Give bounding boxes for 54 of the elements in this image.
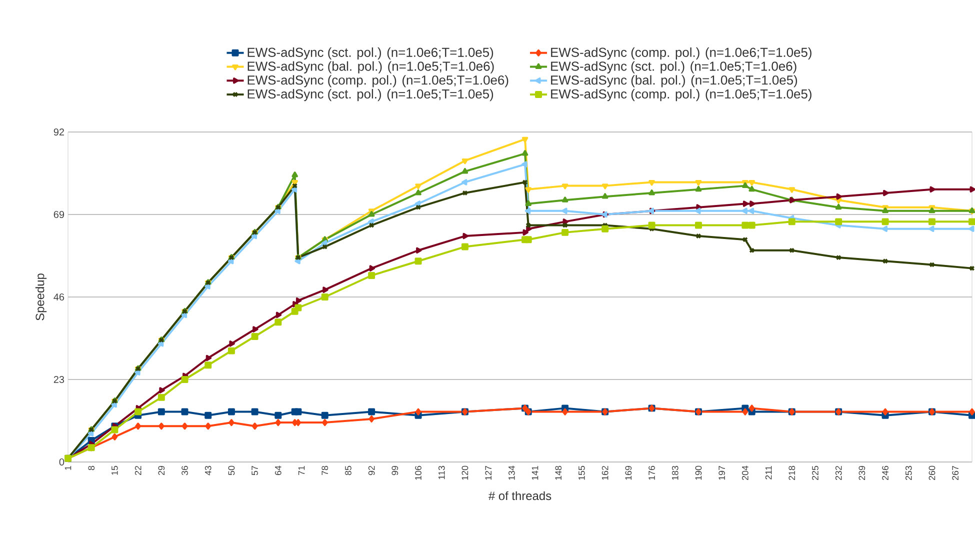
legend-label: EWS-adSync (sct. pol.) (n=1.0e6;T=1.0e5) <box>248 47 494 60</box>
y-tick-label: 92 <box>54 128 64 136</box>
x-tick-label: 43 <box>204 466 212 476</box>
x-tick-label: 197 <box>718 466 726 480</box>
x-tick-label: 267 <box>952 466 959 480</box>
y-axis-title: Speedup <box>35 274 47 320</box>
x-tick-label: 169 <box>625 466 632 480</box>
x-tick-label: 190 <box>695 466 702 480</box>
x-tick-label: 211 <box>765 466 772 480</box>
x-tick-label: 141 <box>532 466 538 480</box>
legend-label: EWS-adSync (bal. pol.) (n=1.0e5;T=1.0e6) <box>248 61 494 74</box>
x-tick-label: 71 <box>298 466 305 476</box>
x-tick-label: 232 <box>835 466 842 480</box>
x-tick-label: 183 <box>672 466 678 480</box>
x-tick-label: 218 <box>788 466 796 480</box>
x-tick-label: 204 <box>742 466 748 480</box>
legend-label: EWS-adSync (comp. pol.) (n=1.0e5;T=1.0e6) <box>248 75 508 88</box>
x-tick-label: 134 <box>508 466 515 480</box>
y-tick-label: 23 <box>54 376 64 384</box>
x-tick-label: 1 <box>64 466 72 470</box>
x-tick-label: 8 <box>88 466 95 470</box>
x-tick-label: 22 <box>134 466 142 476</box>
legend-label: EWS-adSync (comp. pol.) (n=1.0e6;T=1.0e5) <box>551 47 812 60</box>
x-tick-label: 57 <box>252 466 258 476</box>
y-tick-label: 46 <box>54 293 64 301</box>
x-tick-label: 120 <box>462 466 468 480</box>
x-tick-label: 78 <box>322 466 328 476</box>
x-tick-label: 225 <box>812 466 818 480</box>
x-tick-label: 50 <box>228 466 235 476</box>
legend-label: EWS-adSync (sct. pol.) (n=1.0e5;T=1.0e5) <box>248 89 494 102</box>
x-tick-label: 64 <box>274 466 282 476</box>
x-tick-label: 148 <box>555 466 562 480</box>
x-tick-label: 85 <box>345 466 352 476</box>
x-tick-label: 162 <box>602 466 608 480</box>
legend-label: EWS-adSync (sct. pol.) (n=1.0e5;T=1.0e6) <box>551 61 796 74</box>
y-tick-label: 69 <box>54 210 64 218</box>
legend-label: EWS-adSync (comp. pol.) (n=1.0e5;T=1.0e5) <box>551 89 812 102</box>
x-tick-label: 155 <box>578 466 585 480</box>
x-tick-label: 36 <box>182 466 188 476</box>
x-tick-label: 15 <box>112 466 118 475</box>
x-axis-title: # of threads <box>488 491 552 500</box>
y-tick-label: 0 <box>59 458 64 466</box>
legend-label: EWS-adSync (bal. pol.) (n=1.0e5;T=1.0e5) <box>551 75 798 88</box>
x-tick-label: 113 <box>438 466 445 480</box>
x-tick-label: 99 <box>392 466 398 476</box>
x-tick-label: 239 <box>858 466 866 480</box>
x-tick-label: 29 <box>158 466 165 476</box>
x-tick-label: 176 <box>648 466 655 480</box>
x-tick-label: 246 <box>882 466 888 480</box>
x-tick-label: 106 <box>415 466 422 480</box>
x-tick-label: 253 <box>905 466 912 480</box>
x-tick-label: 92 <box>368 466 375 476</box>
x-tick-label: 127 <box>485 466 492 480</box>
x-tick-label: 260 <box>928 466 936 480</box>
